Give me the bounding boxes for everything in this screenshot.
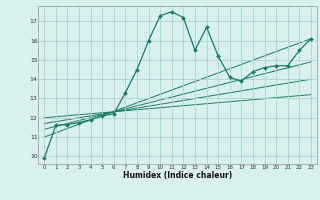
X-axis label: Humidex (Indice chaleur): Humidex (Indice chaleur) (123, 171, 232, 180)
